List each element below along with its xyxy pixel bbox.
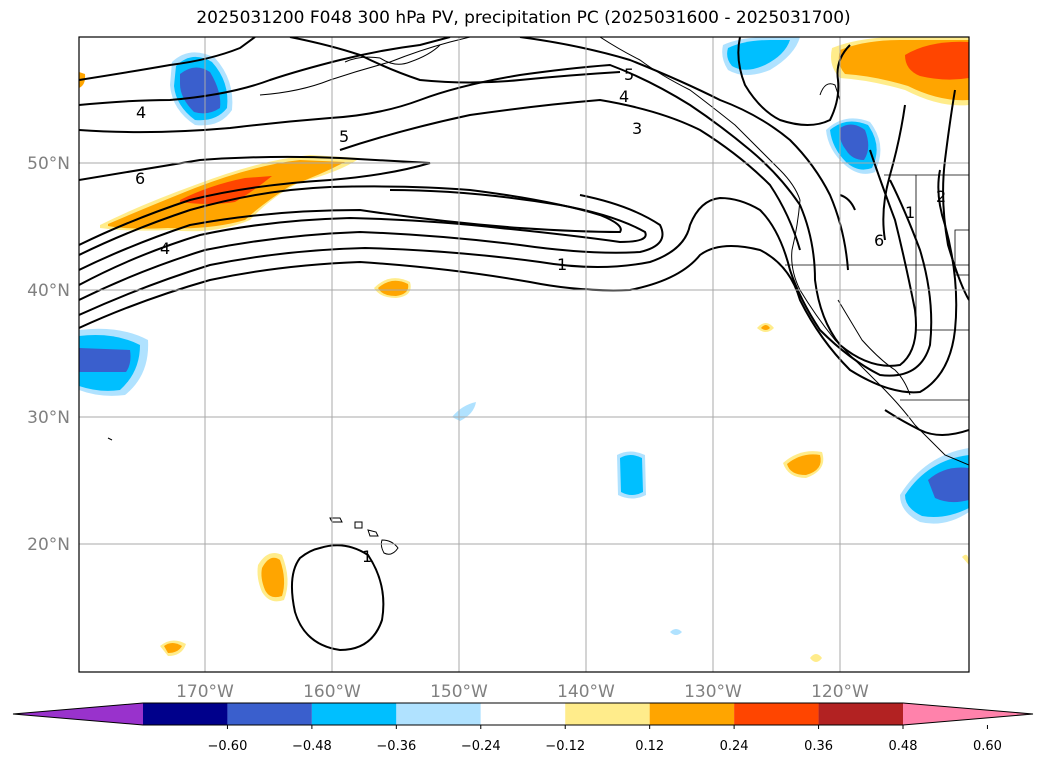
lon-label: 140°W	[557, 682, 615, 702]
gridlines	[79, 37, 969, 672]
colorbar-segment	[818, 703, 903, 725]
coastlines	[107, 37, 969, 555]
contour-label: 6	[135, 169, 145, 188]
lat-label: 30°N	[27, 408, 70, 428]
colorbar-segment	[143, 703, 228, 725]
lon-label: 160°W	[303, 682, 361, 702]
colorbar-segment	[565, 703, 650, 725]
colorbar-tick-label: −0.60	[208, 739, 248, 754]
colorbar-tick-label: −0.48	[292, 739, 332, 754]
colorbar-segment	[480, 703, 566, 725]
lat-label: 50°N	[27, 154, 70, 174]
contour-label: 2	[936, 187, 946, 206]
colorbar-tick-label: −0.12	[545, 739, 585, 754]
longitude-labels: 170°W 160°W 150°W 140°W 130°W 120°W	[176, 682, 869, 702]
colorbar-tick-label: 0.60	[973, 739, 1002, 754]
lat-label: 20°N	[27, 535, 70, 555]
contour-label: 1	[557, 255, 567, 274]
colorbar-tick-label: 0.48	[889, 739, 918, 754]
colorbar-segment	[734, 703, 819, 725]
precipitation-shading	[79, 37, 969, 662]
contour-label: 4	[136, 103, 146, 122]
colorbar: −0.60 −0.48 −0.36 −0.24 −0.12 0.12 0.24 0.36 0.4…	[12, 702, 1034, 754]
colorbar-tick-label: −0.24	[461, 739, 501, 754]
lon-label: 150°W	[430, 682, 488, 702]
colorbar-outline	[12, 702, 1034, 726]
contour-label: 1	[362, 547, 372, 566]
latitude-labels: 50°N 40°N 30°N 20°N	[27, 154, 70, 555]
lat-label: 40°N	[27, 281, 70, 301]
contour-label: 5	[624, 65, 634, 84]
colorbar-extension-low	[13, 703, 143, 725]
colorbar-tick-label: 0.36	[804, 739, 833, 754]
contour-label: 6	[874, 231, 884, 250]
map-frame	[78, 36, 970, 673]
colorbar-tick-label: 0.24	[720, 739, 749, 754]
contour-label: 5	[339, 127, 349, 146]
map-title: 2025031200 F048 300 hPa PV, precipitatio…	[196, 8, 851, 28]
colorbar-segment	[227, 703, 312, 725]
colorbar-segment	[649, 703, 735, 725]
colorbar-extension-high	[903, 703, 1033, 725]
lon-label: 130°W	[684, 682, 742, 702]
colorbar-segment	[311, 703, 397, 725]
contour-label: 1	[905, 203, 915, 222]
contour-label: 4	[619, 87, 629, 106]
contour-labels: 4 5 6 4 1 5 4 3 1 2 6 1	[135, 65, 946, 566]
map-plot-area: 4 5 6 4 1 5 4 3 1 2 6 1	[78, 36, 970, 673]
colorbar-tick-label: 0.12	[635, 739, 664, 754]
colorbar-segment	[396, 703, 481, 725]
contour-label: 4	[160, 239, 170, 258]
lon-label: 170°W	[176, 682, 234, 702]
contour-label: 3	[632, 119, 642, 138]
lon-label: 120°W	[811, 682, 869, 702]
colorbar-tick-label: −0.36	[376, 739, 416, 754]
